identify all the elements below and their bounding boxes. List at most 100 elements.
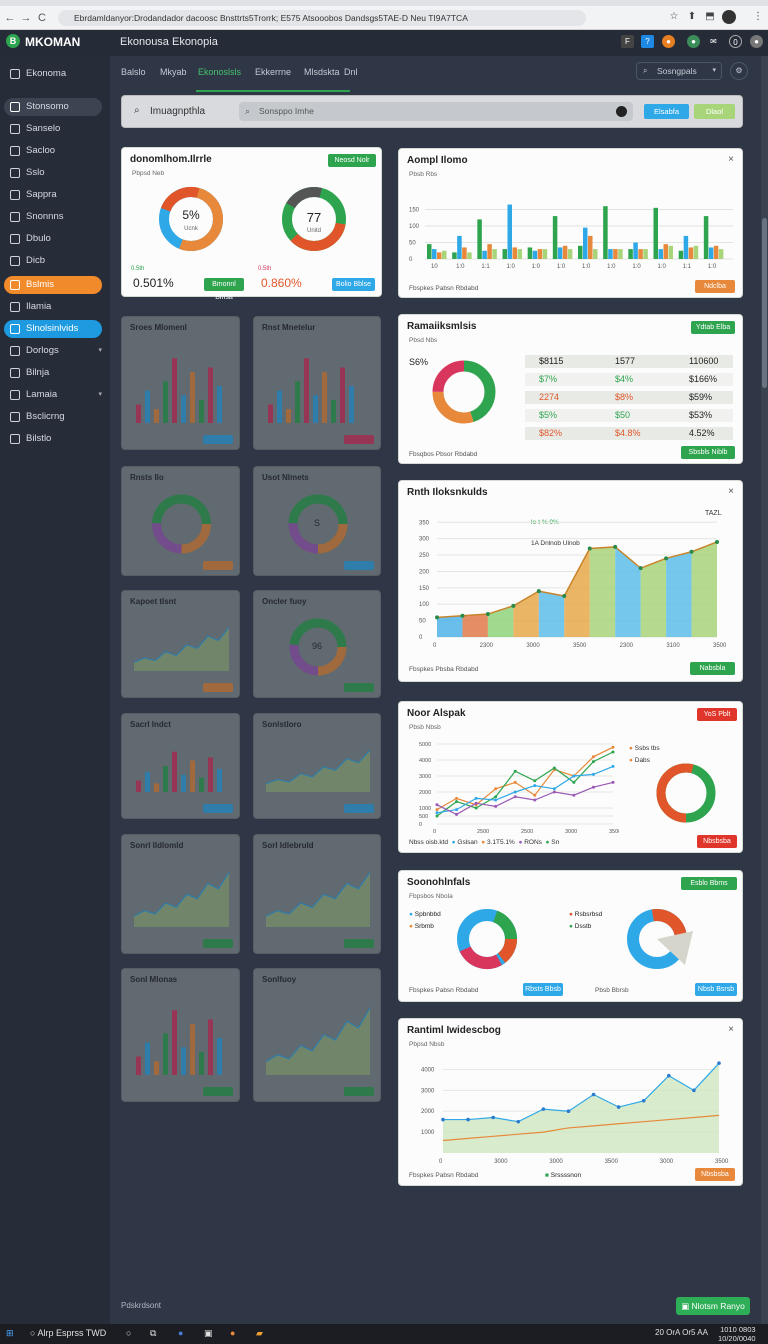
mail-icon[interactable]: ✉ <box>710 37 717 46</box>
clear-icon[interactable] <box>616 106 627 117</box>
close-icon[interactable]: × <box>728 1024 734 1035</box>
logo-icon[interactable]: B <box>6 34 20 48</box>
dim-card-button[interactable] <box>203 683 233 692</box>
card-button[interactable]: Ndclba <box>695 280 735 293</box>
tab-4[interactable]: Mlsdskta <box>304 67 340 77</box>
close-icon[interactable]: × <box>728 486 734 497</box>
scrollbar[interactable] <box>761 56 768 1324</box>
card-button[interactable]: Nbsbsba <box>695 1168 735 1181</box>
avatar[interactable]: ● <box>750 35 763 48</box>
sidebar-item[interactable]: Snonnns <box>4 208 102 226</box>
back-icon[interactable]: ← <box>4 12 16 24</box>
sidebar-item[interactable]: Stonsomo <box>4 98 102 116</box>
menu-icon[interactable]: ⋮ <box>753 11 763 22</box>
tab-1[interactable]: Mkyab <box>160 67 187 77</box>
windows-icon[interactable]: ⊞ <box>6 1328 14 1338</box>
card-button[interactable]: Nabsbla <box>690 662 735 675</box>
star-icon[interactable]: ☆ <box>669 11 679 22</box>
sidebar-item[interactable]: Sacloo <box>4 142 102 160</box>
dim-card[interactable]: Oncler fuoy 96 <box>253 590 381 698</box>
share-icon[interactable]: ⬆ <box>687 11 697 22</box>
forward-icon[interactable]: → <box>20 12 32 24</box>
sidebar-item[interactable]: Ilamia <box>4 298 102 316</box>
filter-apply-button[interactable]: Elsabfa <box>644 104 689 119</box>
tab-5[interactable]: Dnl <box>344 67 358 77</box>
dim-card-button[interactable] <box>203 1087 233 1096</box>
close-icon[interactable]: × <box>728 154 734 165</box>
card-button-1[interactable]: Rbsts Bbsb <box>523 983 563 996</box>
card-button[interactable]: Nbsbsba <box>697 835 737 848</box>
dim-card-button[interactable] <box>344 1087 374 1096</box>
dim-card-button[interactable] <box>203 561 233 570</box>
table-row[interactable] <box>525 391 733 404</box>
tab-3[interactable]: Ekkerrne <box>255 67 292 77</box>
dim-card[interactable]: Sorl Idlebruld <box>253 834 381 954</box>
store-icon[interactable]: ▰ <box>256 1328 263 1338</box>
table-row[interactable] <box>525 427 733 440</box>
sidebar-item[interactable]: Slnolsinlvids <box>4 320 102 338</box>
dim-card-button[interactable] <box>344 804 374 813</box>
help-button[interactable]: ▣ Nlotsm Ranyo <box>676 1297 750 1315</box>
flag-icon[interactable]: F <box>621 35 634 48</box>
dim-card-button[interactable] <box>344 939 374 948</box>
taskview-icon[interactable]: ⧉ <box>150 1328 157 1338</box>
card-badge[interactable]: Neosd Nolr <box>328 154 376 167</box>
dim-card[interactable]: Sonrl Ildlomld <box>121 834 240 954</box>
sidebar-item[interactable]: Lamaia ▾ <box>4 386 102 404</box>
card-link[interactable]: Pbsb Bbrsb <box>595 987 629 994</box>
filter-reset-button[interactable]: Dlaol <box>694 104 735 119</box>
dim-card[interactable]: Sonlstloro <box>253 713 381 819</box>
url-bar[interactable]: Ebrdamldanyor:Drodandador dacoosc Bnsttr… <box>58 10 586 26</box>
dim-card-button[interactable] <box>344 435 374 444</box>
card-button-2[interactable]: Nbsb Bsrsb <box>695 983 737 996</box>
dim-card[interactable]: Rnsts Ilo <box>121 466 240 576</box>
sidebar-item[interactable]: Sappra <box>4 186 102 204</box>
taskbar-search[interactable]: ○ Alrp Esprss TWD <box>30 1328 107 1338</box>
card-badge[interactable]: YoS Pblt <box>697 708 737 721</box>
dim-card-button[interactable] <box>344 561 374 570</box>
dim-card[interactable]: Usot Nlmets S <box>253 466 381 576</box>
sidebar-item[interactable]: Bilnja <box>4 364 102 382</box>
notification-icon[interactable]: ● <box>662 35 675 48</box>
table-row[interactable] <box>525 373 733 386</box>
card-button-1[interactable]: Bmonnl Blnsa <box>204 278 244 301</box>
sidebar-item[interactable]: Ekonoma <box>4 65 102 83</box>
sidebar-item[interactable]: Dbulo <box>4 230 102 248</box>
chrome-icon[interactable]: ● <box>230 1328 236 1338</box>
cortana-icon[interactable]: ○ <box>126 1328 132 1338</box>
dim-card[interactable]: Sroes Mlomenl <box>121 316 240 450</box>
card-button[interactable]: Sbsbls Niblb <box>681 446 735 459</box>
dim-card[interactable]: Sacrl Indct <box>121 713 240 819</box>
user-icon[interactable]: ● <box>687 35 700 48</box>
profile-icon[interactable] <box>722 10 736 24</box>
sidebar-item[interactable]: Sslo <box>4 164 102 182</box>
scrollbar-thumb[interactable] <box>762 218 767 388</box>
dim-card-button[interactable] <box>344 683 374 692</box>
filter-search-input[interactable]: ⌕ Sonsppo Imhe <box>239 102 633 121</box>
sidebar-item[interactable]: Sanselo <box>4 120 102 138</box>
filter-icon[interactable]: ⚙ <box>730 62 748 80</box>
clock[interactable]: 1010 0803 10/20/0040 <box>718 1325 756 1343</box>
help-icon[interactable]: ? <box>641 35 654 48</box>
table-row[interactable] <box>525 409 733 422</box>
browser-icon[interactable]: ● <box>178 1328 184 1338</box>
header-search[interactable]: ⌕ Sosngpals ▾ <box>636 62 722 80</box>
dim-card[interactable]: Sonl Mlonas <box>121 968 240 1102</box>
system-tray[interactable]: 20 OrA Or5 AA <box>655 1328 708 1337</box>
table-row[interactable] <box>525 355 733 368</box>
sidebar-item[interactable]: Bsclicrng <box>4 408 102 426</box>
dim-card-button[interactable] <box>203 804 233 813</box>
sidebar-item[interactable]: Dorlogs ▾ <box>4 342 102 360</box>
card-badge[interactable]: Ydtab Elba <box>691 321 735 334</box>
reload-icon[interactable]: C <box>38 12 46 24</box>
card-badge[interactable]: Esblo Bbms <box>681 877 737 890</box>
panel-icon[interactable]: ⬒ <box>705 11 715 22</box>
card-button-2[interactable]: Bolio Bblse <box>332 278 375 291</box>
dim-card[interactable]: Sonlfuoy <box>253 968 381 1102</box>
dim-card-button[interactable] <box>203 939 233 948</box>
sidebar-item[interactable]: Bilstlo <box>4 430 102 448</box>
dim-card[interactable]: Rnst Mnetelur <box>253 316 381 450</box>
tab-0[interactable]: Balslo <box>121 67 146 77</box>
tab-2[interactable]: Ekonoslsls <box>198 67 242 77</box>
dim-card-button[interactable] <box>203 435 233 444</box>
